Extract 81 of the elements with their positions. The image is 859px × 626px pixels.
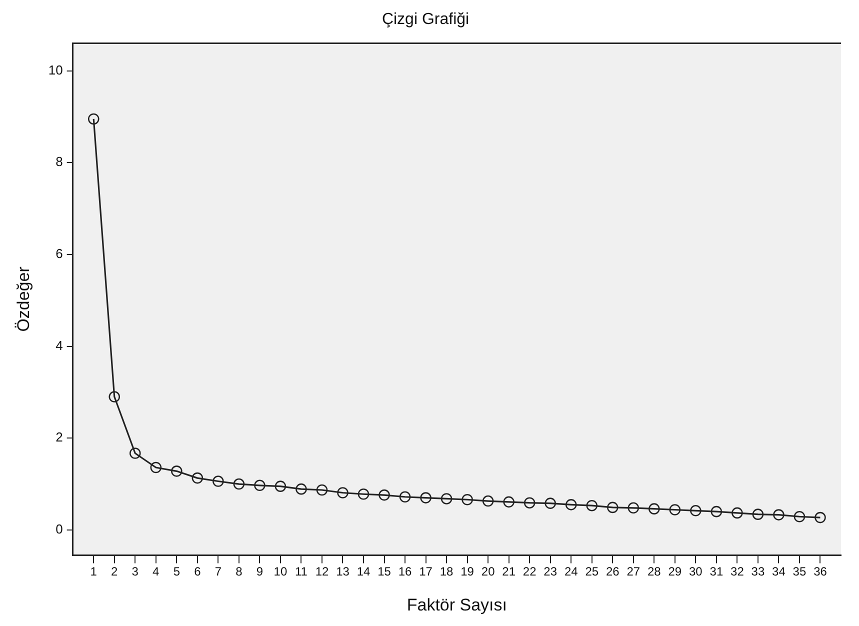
x-tick-label: 11 [294,564,308,579]
point [233,478,245,490]
point [399,491,411,503]
point [794,510,806,522]
y-tick-label: 10 [48,62,63,78]
point [814,512,826,524]
point [482,495,494,507]
x-tick-label: 31 [710,564,724,579]
x-axis-title: Faktör Sayısı [406,595,507,614]
point [171,466,182,477]
point [752,508,764,520]
point [565,499,577,510]
x-tick-label: 5 [173,564,180,579]
y-tick-label: 0 [56,522,63,537]
x-tick-label: 28 [647,564,662,579]
x-tick-label: 13 [336,564,350,579]
point [628,502,640,514]
x-tick-label: 9 [256,564,264,579]
point [316,484,328,496]
x-tick-label: 33 [751,564,765,579]
x-tick-label: 14 [356,564,370,579]
x-tick-label: 35 [792,564,806,579]
x-tick-label: 27 [626,564,640,579]
x-tick-label: 36 [814,564,828,579]
y-tick-label: 6 [56,246,63,262]
x-tick-label: 22 [522,564,537,579]
point [462,494,473,506]
x-tick-label: 1 [90,564,98,579]
point [150,462,162,474]
point [648,503,660,514]
y-tick-label: 8 [56,154,63,170]
point [212,476,224,487]
x-tick-label: 24 [564,564,578,579]
point [690,505,702,516]
x-tick-label: 4 [152,564,160,579]
x-tick-label: 18 [440,564,454,579]
point [524,497,536,508]
x-tick-label: 2 [111,564,118,579]
x-tick-label: 19 [460,564,474,579]
x-tick-label: 6 [194,564,202,579]
point [544,498,556,509]
x-tick-label: 29 [668,564,682,579]
x-tick-label: 26 [606,564,620,579]
point [358,488,370,500]
chart-title: Çizgi Grafiği [382,11,470,28]
point [420,492,432,504]
y-axis-title: Özdeğer [14,266,33,332]
x-tick-label: 7 [214,564,222,579]
point [710,506,722,518]
point [440,493,452,504]
x-tick-label: 10 [274,564,288,579]
point [773,509,784,520]
x-tick-label: 8 [236,564,243,579]
y-tick-label: 4 [56,338,63,353]
point [732,507,743,519]
point [378,489,390,501]
x-tick-label: 34 [772,564,786,579]
point [296,483,307,495]
x-tick-label: 25 [585,564,599,579]
x-tick-label: 16 [398,564,412,579]
x-tick-label: 12 [315,564,329,579]
point [192,472,204,484]
x-tick-label: 20 [481,564,496,579]
point [669,504,681,516]
x-tick-label: 15 [378,564,392,579]
point [274,480,286,492]
x-tick-label: 21 [502,564,516,579]
x-tick-label: 23 [544,564,558,579]
y-tick-label: 2 [56,430,63,445]
x-tick-label: 3 [132,564,139,579]
x-tick-label: 32 [730,564,744,579]
point [108,391,120,402]
x-tick-label: 30 [688,564,703,579]
point [337,487,348,498]
point [606,502,618,514]
point [503,496,514,508]
point [129,448,141,459]
x-tick-label: 17 [419,564,433,579]
point [586,500,598,512]
point [88,113,100,125]
point [254,480,266,492]
